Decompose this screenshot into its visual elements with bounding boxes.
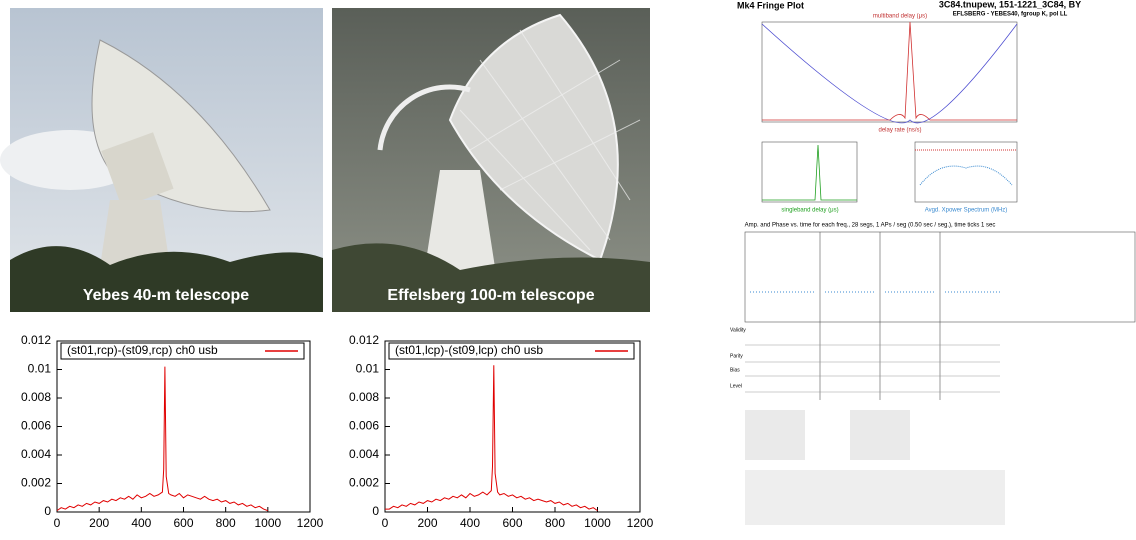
fringe-header: 3C84.tnupew, 151-1221_3C84, BY: [939, 0, 1081, 9]
legend-label: (st01,rcp)-(st09,rcp) ch0 usb: [67, 343, 218, 357]
side-label: Bias: [730, 367, 740, 373]
x-tick-label: 400: [131, 516, 151, 530]
x-tick-label: 1200: [297, 516, 324, 530]
y-tick-label: 0.004: [349, 447, 379, 461]
axis-label: Avgd. Xpower Spectrum (MHz): [925, 208, 1008, 214]
y-tick-label: 0.01: [28, 362, 52, 376]
photo-effelsberg: Effelsberg 100-m telescope: [332, 8, 650, 312]
x-tick-label: 800: [545, 516, 565, 530]
axis-label: delay rate (ns/s): [878, 128, 921, 134]
x-tick-label: 0: [54, 516, 61, 530]
data-line: [385, 365, 598, 512]
y-tick-label: 0.008: [21, 390, 51, 404]
side-label: Validity: [730, 327, 746, 333]
y-tick-label: 0.008: [349, 390, 379, 404]
photo-caption: Yebes 40-m telescope: [83, 287, 249, 304]
y-tick-label: 0.01: [356, 362, 380, 376]
x-tick-label: 800: [216, 516, 236, 530]
x-tick-label: 600: [173, 516, 193, 530]
x-tick-label: 200: [417, 516, 437, 530]
legend-box: [388, 342, 635, 360]
y-tick-label: 0.006: [21, 419, 51, 433]
photo-caption: Effelsberg 100-m telescope: [387, 287, 594, 304]
axis-label: singleband delay (μs): [781, 208, 838, 214]
y-tick-label: 0: [44, 504, 51, 518]
x-tick-label: 200: [89, 516, 109, 530]
x-tick-label: 1200: [627, 516, 654, 530]
plot-frame: [56, 340, 311, 513]
plot-frame: [384, 340, 641, 513]
side-label: Parity: [730, 353, 743, 359]
y-tick-label: 0.004: [21, 447, 51, 461]
x-tick-label: 1000: [584, 516, 611, 530]
fringe-title: Mk4 Fringe Plot: [737, 0, 804, 10]
axis-label: multiband delay (μs): [873, 14, 927, 20]
y-tick-label: 0.012: [21, 333, 51, 347]
caption: Amp. and Phase vs. time for each freq., …: [745, 223, 996, 229]
x-tick-label: 0: [382, 516, 389, 530]
y-tick-label: 0.012: [349, 333, 379, 347]
x-tick-label: 600: [502, 516, 522, 530]
x-tick-label: 1000: [254, 516, 281, 530]
data-line: [56, 366, 268, 512]
fringe-plot: Mk4 Fringe Plot 3C84.tnupew, 151-1221_3C…: [730, 0, 1136, 525]
side-label: Level: [730, 383, 742, 389]
fringe-subheader: EFLSBERG - YEBES40, fgroup K, pol LL: [953, 12, 1068, 18]
spectrum-chart: 0 0.002 0.004 0.006 0.008 0.01 0.012 0 200 400 600…: [349, 333, 654, 530]
y-tick-label: 0.006: [349, 419, 379, 433]
y-tick-label: 0: [372, 504, 379, 518]
photo-yebes: Yebes 40-m telescope: [0, 8, 323, 312]
spectrum-chart: 0 0.002 0.004 0.006 0.008 0.01 0.012 0 200 400 600…: [21, 333, 324, 530]
y-tick-label: 0.002: [21, 476, 51, 490]
legend-label: (st01,lcp)-(st09,lcp) ch0 usb: [395, 343, 543, 357]
legend-box: [60, 342, 305, 360]
x-tick-label: 400: [460, 516, 480, 530]
y-tick-label: 0.002: [349, 476, 379, 490]
